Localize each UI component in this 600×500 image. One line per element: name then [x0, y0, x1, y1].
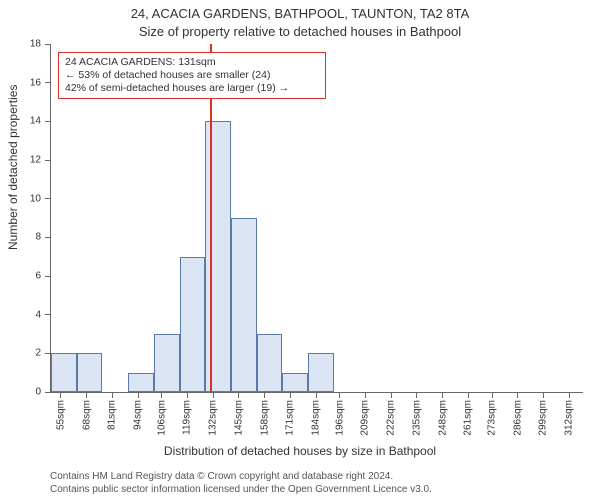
y-tick [45, 198, 51, 199]
y-tick [45, 44, 51, 45]
x-tick [569, 392, 570, 398]
x-tick-label: 184sqm [311, 400, 322, 436]
x-tick [416, 392, 417, 398]
x-tick [391, 392, 392, 398]
x-tick-label: 68sqm [81, 400, 92, 430]
x-tick-label: 286sqm [512, 400, 523, 436]
x-axis-label: Distribution of detached houses by size … [0, 444, 600, 458]
x-tick-label: 273sqm [487, 400, 498, 436]
y-tick-label: 10 [17, 193, 41, 204]
x-tick [138, 392, 139, 398]
y-tick-label: 2 [17, 348, 41, 359]
y-tick [45, 160, 51, 161]
x-tick-label: 312sqm [564, 400, 575, 436]
y-tick [45, 314, 51, 315]
annotation-box: 24 ACACIA GARDENS: 131sqm← 53% of detach… [58, 52, 326, 99]
x-tick-label: 235sqm [411, 400, 422, 436]
y-tick [45, 121, 51, 122]
y-tick-label: 0 [17, 387, 41, 398]
x-tick [213, 392, 214, 398]
x-tick-label: 55sqm [55, 400, 66, 430]
x-tick-label: 132sqm [208, 400, 219, 436]
y-tick-label: 4 [17, 309, 41, 320]
x-tick [492, 392, 493, 398]
x-tick [442, 392, 443, 398]
chart-subtitle: Size of property relative to detached ho… [0, 24, 600, 39]
histogram-bar [308, 353, 334, 392]
annotation-line: 42% of semi-detached houses are larger (… [65, 82, 319, 95]
x-tick [339, 392, 340, 398]
y-tick [45, 276, 51, 277]
histogram-bar [77, 353, 103, 392]
histogram-bar [128, 373, 154, 392]
attribution-line: Contains public sector information licen… [50, 484, 432, 497]
x-tick [112, 392, 113, 398]
chart-container: 24, ACACIA GARDENS, BATHPOOL, TAUNTON, T… [0, 0, 600, 500]
x-tick [161, 392, 162, 398]
histogram-bar [282, 373, 308, 392]
x-tick-label: 158sqm [259, 400, 270, 436]
annotation-line: 24 ACACIA GARDENS: 131sqm [65, 56, 319, 69]
x-tick-label: 145sqm [233, 400, 244, 436]
x-tick [60, 392, 61, 398]
x-tick [543, 392, 544, 398]
x-tick-label: 81sqm [107, 400, 118, 430]
x-tick [468, 392, 469, 398]
x-tick-label: 106sqm [156, 400, 167, 436]
x-tick [86, 392, 87, 398]
x-tick-label: 248sqm [437, 400, 448, 436]
chart-title: 24, ACACIA GARDENS, BATHPOOL, TAUNTON, T… [0, 6, 600, 21]
x-tick [187, 392, 188, 398]
x-tick [517, 392, 518, 398]
y-tick-label: 14 [17, 116, 41, 127]
histogram-bar [180, 257, 206, 392]
attribution-line: Contains HM Land Registry data © Crown c… [50, 471, 432, 484]
x-tick-label: 94sqm [133, 400, 144, 430]
histogram-bar [231, 218, 257, 392]
y-tick-label: 16 [17, 77, 41, 88]
y-tick-label: 12 [17, 155, 41, 166]
attribution-text: Contains HM Land Registry data © Crown c… [50, 471, 432, 496]
y-tick-label: 18 [17, 39, 41, 50]
y-tick [45, 237, 51, 238]
y-tick-label: 8 [17, 232, 41, 243]
x-tick-label: 299sqm [538, 400, 549, 436]
x-tick-label: 196sqm [334, 400, 345, 436]
histogram-bar [205, 121, 231, 392]
x-tick-label: 209sqm [360, 400, 371, 436]
x-tick [290, 392, 291, 398]
y-axis-label: Number of detached properties [6, 85, 20, 250]
x-tick-label: 119sqm [182, 400, 193, 435]
histogram-bar [154, 334, 180, 392]
x-tick-label: 171sqm [285, 400, 296, 436]
x-tick-label: 261sqm [463, 400, 474, 436]
x-tick-label: 222sqm [386, 400, 397, 436]
x-tick [316, 392, 317, 398]
y-tick [45, 82, 51, 83]
histogram-bar [51, 353, 77, 392]
x-tick [365, 392, 366, 398]
annotation-line: ← 53% of detached houses are smaller (24… [65, 69, 319, 82]
x-tick [264, 392, 265, 398]
y-tick-label: 6 [17, 271, 41, 282]
histogram-bar [257, 334, 283, 392]
x-tick [238, 392, 239, 398]
